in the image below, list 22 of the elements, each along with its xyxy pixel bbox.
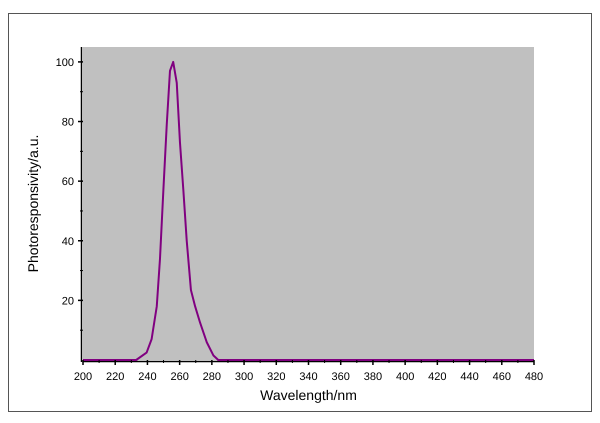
- y-tick-label: 80: [62, 116, 74, 129]
- y-tick-label: 60: [62, 176, 74, 188]
- x-tick-label: 320: [267, 371, 286, 383]
- y-tick-label: 100: [56, 56, 74, 69]
- x-tick-label: 440: [460, 371, 479, 383]
- y-tick-label: 40: [62, 236, 74, 248]
- x-tick-label: 240: [138, 371, 157, 383]
- x-tick-label: 260: [170, 371, 189, 383]
- x-tick-label: 420: [428, 371, 447, 383]
- x-tick-label: 400: [396, 371, 414, 383]
- x-tick-label: 460: [492, 371, 511, 383]
- x-tick-label: 340: [299, 371, 318, 383]
- x-tick-label: 360: [332, 371, 350, 383]
- x-tick-label: 280: [202, 371, 222, 383]
- y-tick-label: 20: [62, 295, 74, 308]
- x-tick-label: 220: [106, 371, 124, 383]
- x-tick-label: 200: [74, 371, 92, 383]
- x-tick-label: 300: [234, 371, 254, 383]
- x-tick-label: 480: [524, 371, 544, 383]
- y-axis-title: Photoresponsivity/a.u.: [25, 134, 41, 272]
- x-tick-label: 380: [364, 371, 382, 383]
- x-axis-title: Wavelength/nm: [260, 387, 357, 403]
